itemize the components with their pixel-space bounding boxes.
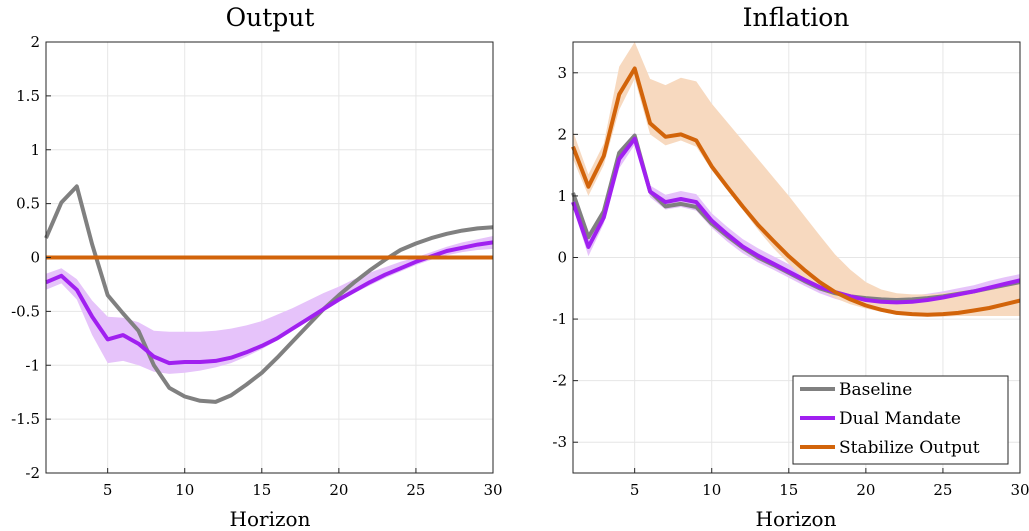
inflation-x-tick-label: 10	[702, 481, 721, 499]
output-y-tick-label: 0	[30, 249, 40, 267]
inflation-y-ticks: -3 -2 -1 0 1 2 3	[552, 64, 578, 451]
inflation-x-tick-label: 25	[933, 481, 952, 499]
inflation-y-tick-label: 3	[557, 64, 567, 82]
legend-label-stabilize-output: Stabilize Output	[839, 438, 980, 458]
inflation-line-stabilize-output	[571, 66, 1021, 317]
inflation-y-tick-label: 0	[557, 249, 567, 267]
output-bands	[46, 236, 493, 374]
legend-label-baseline: Baseline	[839, 380, 912, 400]
inflation-x-ticks: 5 10 15 20 25 30	[630, 468, 1029, 499]
inflation-band-stabilize-output	[573, 42, 1020, 317]
inflation-line-dual-mandate	[571, 136, 1021, 305]
inflation-y-tick-label: -3	[552, 433, 567, 451]
output-band-dual-mandate	[46, 236, 493, 374]
output-panel: Output -2 -1.5 -1 -0.5 0 0.5 1 1.5 2 5 10 15 20 25 30…	[11, 3, 502, 531]
output-y-ticks: -2 -1.5 -1 -0.5 0 0.5 1 1.5 2	[11, 33, 51, 482]
output-x-tick-label: 10	[175, 481, 194, 499]
output-y-tick-label: 2	[30, 33, 40, 51]
inflation-x-tick-label: 5	[630, 481, 640, 499]
output-y-tick-label: 1	[30, 141, 40, 159]
output-title: Output	[226, 3, 315, 32]
inflation-y-tick-label: -1	[552, 310, 567, 328]
output-x-tick-label: 5	[103, 481, 113, 499]
inflation-y-tick-label: 1	[557, 187, 567, 205]
output-line-baseline	[44, 184, 494, 404]
inflation-panel: Inflation -3 -2 -1 0 1 2 3 5 10 15 20 25 30 Horizon…	[552, 3, 1029, 531]
output-line-dual-mandate	[45, 240, 494, 366]
inflation-y-tick-label: 2	[557, 125, 567, 143]
output-y-tick-label: 1.5	[16, 87, 40, 105]
inflation-title: Inflation	[743, 3, 850, 32]
output-y-tick-label: -2	[25, 464, 40, 482]
output-y-tick-label: -1	[25, 356, 40, 374]
inflation-x-tick-label: 30	[1010, 481, 1029, 499]
legend: Baseline Dual Mandate Stabilize Output	[792, 375, 1009, 465]
output-x-tick-label: 30	[483, 481, 502, 499]
output-x-tick-label: 15	[252, 481, 271, 499]
output-x-tick-label: 20	[329, 481, 348, 499]
inflation-y-tick-label: -2	[552, 372, 567, 390]
output-y-tick-label: -1.5	[11, 410, 40, 428]
inflation-lines	[571, 66, 1021, 317]
inflation-x-tick-label: 20	[856, 481, 875, 499]
output-x-tick-label: 25	[406, 481, 425, 499]
legend-label-dual-mandate: Dual Mandate	[839, 409, 961, 429]
output-y-tick-label: -0.5	[11, 302, 40, 320]
inflation-x-tick-label: 15	[779, 481, 798, 499]
inflation-xlabel: Horizon	[756, 507, 837, 531]
output-y-tick-label: 0.5	[16, 195, 40, 213]
output-xlabel: Horizon	[230, 507, 311, 531]
output-x-ticks: 5 10 15 20 25 30	[103, 468, 503, 499]
output-lines	[44, 184, 494, 404]
